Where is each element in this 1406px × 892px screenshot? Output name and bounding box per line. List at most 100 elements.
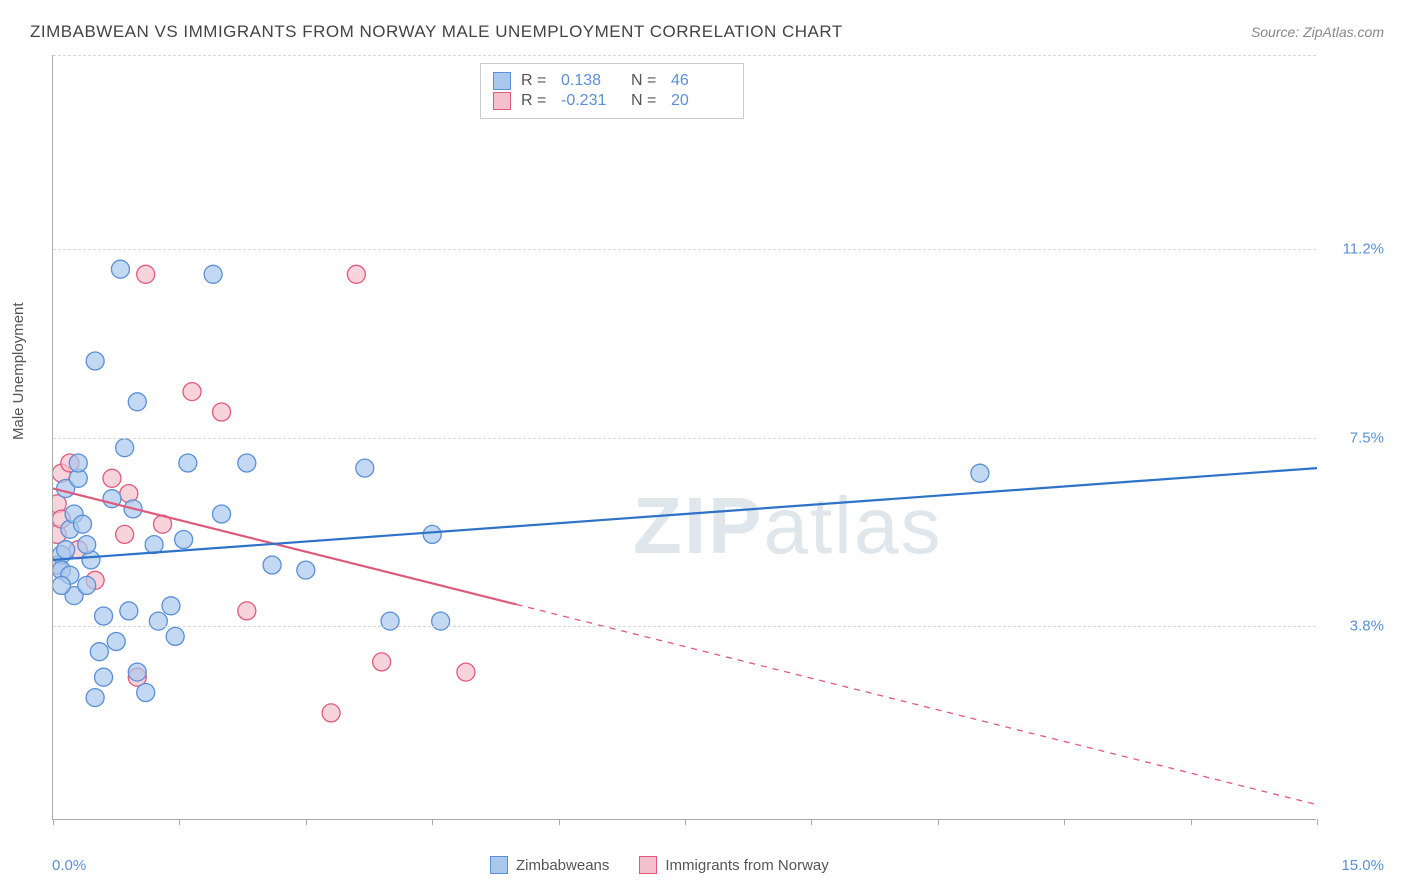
scatter-point xyxy=(457,663,475,681)
scatter-point xyxy=(175,531,193,549)
watermark: ZIPatlas xyxy=(633,480,942,572)
legend-label-zimbabweans: Zimbabweans xyxy=(516,857,609,874)
scatter-point xyxy=(53,510,70,528)
r-value-norway: -0.231 xyxy=(561,92,621,110)
scatter-point xyxy=(381,612,399,630)
scatter-point xyxy=(65,587,83,605)
scatter-point xyxy=(90,643,108,661)
scatter-point xyxy=(423,525,441,543)
x-tick xyxy=(1191,819,1192,825)
y-axis-label: Male Unemployment xyxy=(10,302,27,440)
scatter-point xyxy=(166,627,184,645)
x-tick xyxy=(1064,819,1065,825)
scatter-point xyxy=(238,602,256,620)
scatter-point xyxy=(95,607,113,625)
scatter-point xyxy=(53,576,70,594)
scatter-point xyxy=(120,485,138,503)
scatter-point xyxy=(179,454,197,472)
legend-item-zimbabweans: Zimbabweans xyxy=(490,856,609,874)
x-tick xyxy=(559,819,560,825)
legend-series: Zimbabweans Immigrants from Norway xyxy=(490,856,829,874)
scatter-point xyxy=(137,684,155,702)
scatter-point xyxy=(432,612,450,630)
scatter-point xyxy=(69,541,87,559)
legend-correlation: R = 0.138 N = 46 R = -0.231 N = 20 xyxy=(480,63,744,119)
y-tick-label: 7.5% xyxy=(1350,429,1384,446)
scatter-point xyxy=(213,505,231,523)
y-tick-label: 3.8% xyxy=(1350,618,1384,635)
legend-label-norway: Immigrants from Norway xyxy=(665,857,828,874)
trend-line-dashed xyxy=(516,604,1317,804)
source-label: Source: ZipAtlas.com xyxy=(1251,24,1384,40)
scatter-point xyxy=(971,464,989,482)
scatter-point xyxy=(145,536,163,554)
scatter-point xyxy=(128,668,146,686)
scatter-point xyxy=(128,393,146,411)
x-tick-label-max: 15.0% xyxy=(1341,857,1384,874)
scatter-point xyxy=(86,571,104,589)
scatter-point xyxy=(149,612,167,630)
watermark-atlas: atlas xyxy=(763,481,942,570)
x-tick xyxy=(53,819,54,825)
scatter-point xyxy=(53,495,66,513)
r-label: R = xyxy=(521,72,551,90)
scatter-point xyxy=(78,536,96,554)
scatter-point xyxy=(53,546,70,564)
gridline-h xyxy=(53,626,1316,627)
swatch-norway-icon xyxy=(639,856,657,874)
plot-area: ZIPatlas xyxy=(52,55,1316,820)
x-tick xyxy=(432,819,433,825)
watermark-zip: ZIP xyxy=(633,481,763,570)
n-label: N = xyxy=(631,92,661,110)
x-tick xyxy=(938,819,939,825)
scatter-point xyxy=(356,459,374,477)
scatter-point xyxy=(116,439,134,457)
scatter-point xyxy=(61,454,79,472)
scatter-point xyxy=(213,403,231,421)
legend-row-norway: R = -0.231 N = 20 xyxy=(493,92,731,110)
scatter-point xyxy=(111,260,129,278)
swatch-norway-icon xyxy=(493,92,511,110)
scatter-point xyxy=(263,556,281,574)
scatter-point xyxy=(57,541,75,559)
scatter-point xyxy=(162,597,180,615)
gridline-h xyxy=(53,55,1316,56)
swatch-zimbabweans-icon xyxy=(493,72,511,90)
legend-item-norway: Immigrants from Norway xyxy=(639,856,828,874)
swatch-zimbabweans-icon xyxy=(490,856,508,874)
scatter-point xyxy=(297,561,315,579)
scatter-point xyxy=(124,500,142,518)
n-value-norway: 20 xyxy=(671,92,731,110)
y-tick-label: 11.2% xyxy=(1343,240,1384,257)
trend-line xyxy=(53,489,516,605)
n-label: N = xyxy=(631,72,661,90)
scatter-point xyxy=(373,653,391,671)
scatter-point xyxy=(82,551,100,569)
scatter-point xyxy=(53,561,70,579)
scatter-point xyxy=(107,633,125,651)
scatter-point xyxy=(120,602,138,620)
scatter-point xyxy=(69,469,87,487)
scatter-point xyxy=(53,556,66,574)
scatter-point xyxy=(322,704,340,722)
r-label: R = xyxy=(521,92,551,110)
x-tick xyxy=(685,819,686,825)
scatter-point xyxy=(128,663,146,681)
scatter-point xyxy=(103,490,121,508)
scatter-point xyxy=(78,576,96,594)
scatter-point xyxy=(137,265,155,283)
scatter-point xyxy=(86,352,104,370)
scatter-point xyxy=(86,689,104,707)
scatter-point xyxy=(204,265,222,283)
n-value-zimbabweans: 46 xyxy=(671,72,731,90)
x-tick xyxy=(1317,819,1318,825)
r-value-zimbabweans: 0.138 xyxy=(561,72,621,90)
legend-row-zimbabweans: R = 0.138 N = 46 xyxy=(493,72,731,90)
x-tick xyxy=(811,819,812,825)
x-tick xyxy=(179,819,180,825)
x-tick xyxy=(306,819,307,825)
scatter-point xyxy=(57,480,75,498)
scatter-point xyxy=(65,505,83,523)
scatter-point xyxy=(53,525,66,543)
scatter-point xyxy=(347,265,365,283)
